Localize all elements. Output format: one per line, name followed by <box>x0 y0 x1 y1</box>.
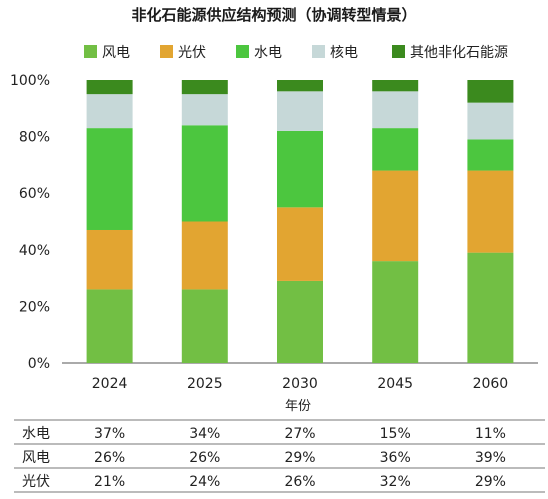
bar-2024-series-2 <box>86 128 133 230</box>
chart-axes: 0% 20% 40% 60% 80% 100% <box>10 73 538 372</box>
x-axis-ticks: 2024 2025 2030 2045 2060 <box>92 376 508 392</box>
legend-swatch-3 <box>312 45 325 58</box>
chart-legend: 风电 光伏 水电 核电 其他非化石能源 <box>84 45 508 61</box>
bar-2045-series-2 <box>372 128 419 171</box>
bar-2025-series-0 <box>181 289 228 363</box>
legend-swatch-4 <box>392 45 405 58</box>
legend-swatch-2 <box>236 45 249 58</box>
table-cell-2-3: 32% <box>380 474 411 490</box>
table-cell-0-0: 37% <box>94 426 125 442</box>
x-tick-label-2025: 2025 <box>187 376 223 392</box>
y-tick-label-5: 100% <box>10 73 50 89</box>
bar-2060-series-4 <box>467 80 514 103</box>
data-table: 水电 37% 34% 27% 15% 11% 风电 26% 26% 29% 36% 39% 光伏 21% 2… <box>14 419 545 493</box>
bar-2024-series-4 <box>86 80 133 95</box>
table-row-label-1: 风电 <box>22 450 50 466</box>
bar-2030-series-0 <box>277 280 323 363</box>
bar-2030-series-4 <box>277 80 323 92</box>
legend-swatch-0 <box>84 45 97 58</box>
x-axis-label: 年份 <box>285 399 311 414</box>
table-cell-1-1: 26% <box>189 450 220 466</box>
table-cell-1-0: 26% <box>94 450 125 466</box>
x-tick-label-2045: 2045 <box>377 376 413 392</box>
bar-2045-series-0 <box>372 261 419 363</box>
table-cell-2-1: 24% <box>189 474 220 490</box>
bar-2030-series-3 <box>277 91 323 131</box>
bar-2025-series-1 <box>181 221 228 290</box>
table-cell-0-2: 27% <box>284 426 315 442</box>
table-cell-2-2: 26% <box>284 474 315 490</box>
bar-2024-series-3 <box>86 94 133 129</box>
table-cell-0-4: 11% <box>475 426 506 442</box>
x-tick-label-2060: 2060 <box>473 376 509 392</box>
bar-2025-series-2 <box>181 125 228 222</box>
table-cell-1-3: 36% <box>380 450 411 466</box>
legend-label-1: 光伏 <box>178 45 206 61</box>
legend-label-3: 核电 <box>330 45 358 61</box>
bar-2024-series-0 <box>86 289 133 363</box>
table-row-label-0: 水电 <box>22 426 50 442</box>
y-tick-label-0: 0% <box>28 356 50 372</box>
bar-2045-series-4 <box>372 80 419 92</box>
chart-bars <box>86 80 514 363</box>
y-tick-label-1: 20% <box>19 299 50 315</box>
bar-2060-series-3 <box>467 102 514 140</box>
bar-2060-series-2 <box>467 139 514 171</box>
y-tick-label-3: 60% <box>19 186 50 202</box>
bar-2024-series-1 <box>86 229 133 290</box>
table-cell-0-1: 34% <box>189 426 220 442</box>
table-row-label-2: 光伏 <box>22 474 50 490</box>
legend-label-0: 风电 <box>102 45 130 61</box>
bar-2045-series-1 <box>372 170 419 262</box>
legend-label-2: 水电 <box>254 45 282 61</box>
bar-2030-series-1 <box>277 207 323 281</box>
bar-2025-series-3 <box>181 94 228 126</box>
legend-label-4: 其他非化石能源 <box>410 45 508 61</box>
table-cell-2-0: 21% <box>94 474 125 490</box>
bar-2030-series-2 <box>277 130 323 208</box>
y-tick-label-4: 80% <box>19 130 50 146</box>
y-tick-label-2: 40% <box>19 243 50 259</box>
bar-2025-series-4 <box>181 80 228 95</box>
chart-title: 非化石能源供应结构预测（协调转型情景） <box>131 6 416 24</box>
legend-swatch-1 <box>160 45 173 58</box>
table-cell-1-4: 39% <box>475 450 506 466</box>
x-tick-label-2024: 2024 <box>92 376 128 392</box>
x-tick-label-2030: 2030 <box>282 376 318 392</box>
table-cell-1-2: 29% <box>284 450 315 466</box>
bar-2060-series-1 <box>467 170 514 253</box>
table-cell-0-3: 15% <box>380 426 411 442</box>
bar-2060-series-0 <box>467 252 514 363</box>
bar-2045-series-3 <box>372 91 419 129</box>
table-cell-2-4: 29% <box>475 474 506 490</box>
